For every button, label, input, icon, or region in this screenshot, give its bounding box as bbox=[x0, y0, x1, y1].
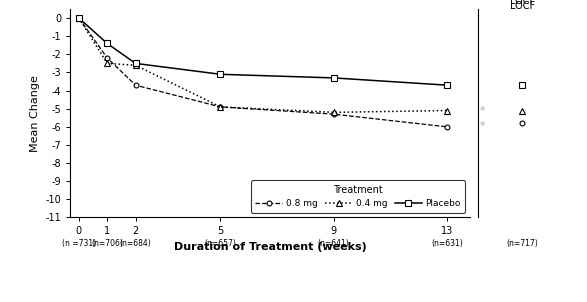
Text: LOCF: LOCF bbox=[510, 0, 535, 6]
Text: (n=641): (n=641) bbox=[318, 239, 350, 248]
Legend: 0.8 mg, 0.4 mg, Placebo: 0.8 mg, 0.4 mg, Placebo bbox=[251, 180, 465, 213]
Text: (n=706): (n=706) bbox=[92, 239, 123, 248]
Text: (n=717): (n=717) bbox=[507, 239, 538, 248]
Y-axis label: Mean Change: Mean Change bbox=[30, 75, 40, 152]
Text: *: * bbox=[480, 121, 485, 131]
Text: (n=657): (n=657) bbox=[204, 239, 237, 248]
Text: (n=684): (n=684) bbox=[120, 239, 151, 248]
Text: LOCF: LOCF bbox=[510, 1, 535, 11]
Text: *: * bbox=[480, 105, 485, 116]
Text: (n =731): (n =731) bbox=[62, 239, 96, 248]
Text: (n=631): (n=631) bbox=[431, 239, 463, 248]
X-axis label: Duration of Treatment (weeks): Duration of Treatment (weeks) bbox=[174, 242, 366, 252]
